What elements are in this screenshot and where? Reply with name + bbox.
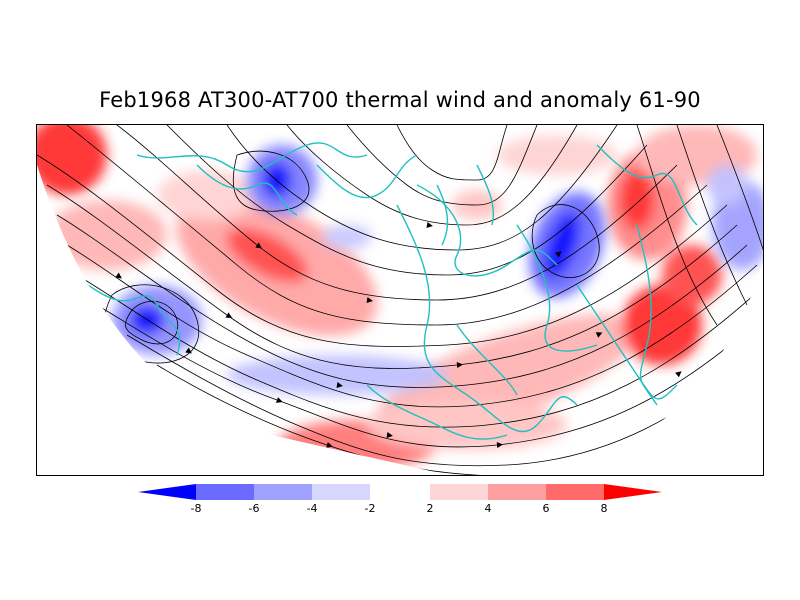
colorbar-segment bbox=[370, 484, 430, 500]
colorbar-segment bbox=[196, 484, 254, 500]
colorbar-segment bbox=[312, 484, 370, 500]
colorbar-tick-label: 4 bbox=[484, 502, 492, 515]
colorbar-tick-label: -8 bbox=[190, 502, 202, 515]
anomaly-shading bbox=[37, 125, 763, 470]
map-panel bbox=[36, 124, 764, 476]
colorbar-segment bbox=[488, 484, 546, 500]
map-canvas bbox=[37, 125, 763, 475]
streamline-arrows bbox=[115, 222, 682, 448]
colorbar-segment bbox=[604, 484, 662, 500]
map-title: Feb1968 AT300-AT700 thermal wind and ano… bbox=[99, 88, 701, 112]
colorbar-tick-label: 2 bbox=[426, 502, 434, 515]
thermal-wind-streamlines bbox=[37, 125, 763, 475]
colorbar-tick-label: 8 bbox=[600, 502, 608, 515]
colorbar-tick-label: -2 bbox=[364, 502, 376, 515]
anomaly-patch-red bbox=[37, 125, 107, 195]
colorbar-segment bbox=[254, 484, 312, 500]
colorbar-tick-label: 6 bbox=[542, 502, 550, 515]
colorbar-segment bbox=[430, 484, 488, 500]
colorbar-tick-label: -4 bbox=[306, 502, 318, 515]
colorbar-segment bbox=[138, 484, 196, 500]
colorbar bbox=[138, 484, 662, 500]
colorbar-segment bbox=[546, 484, 604, 500]
colorbar-tick-label: -6 bbox=[248, 502, 260, 515]
